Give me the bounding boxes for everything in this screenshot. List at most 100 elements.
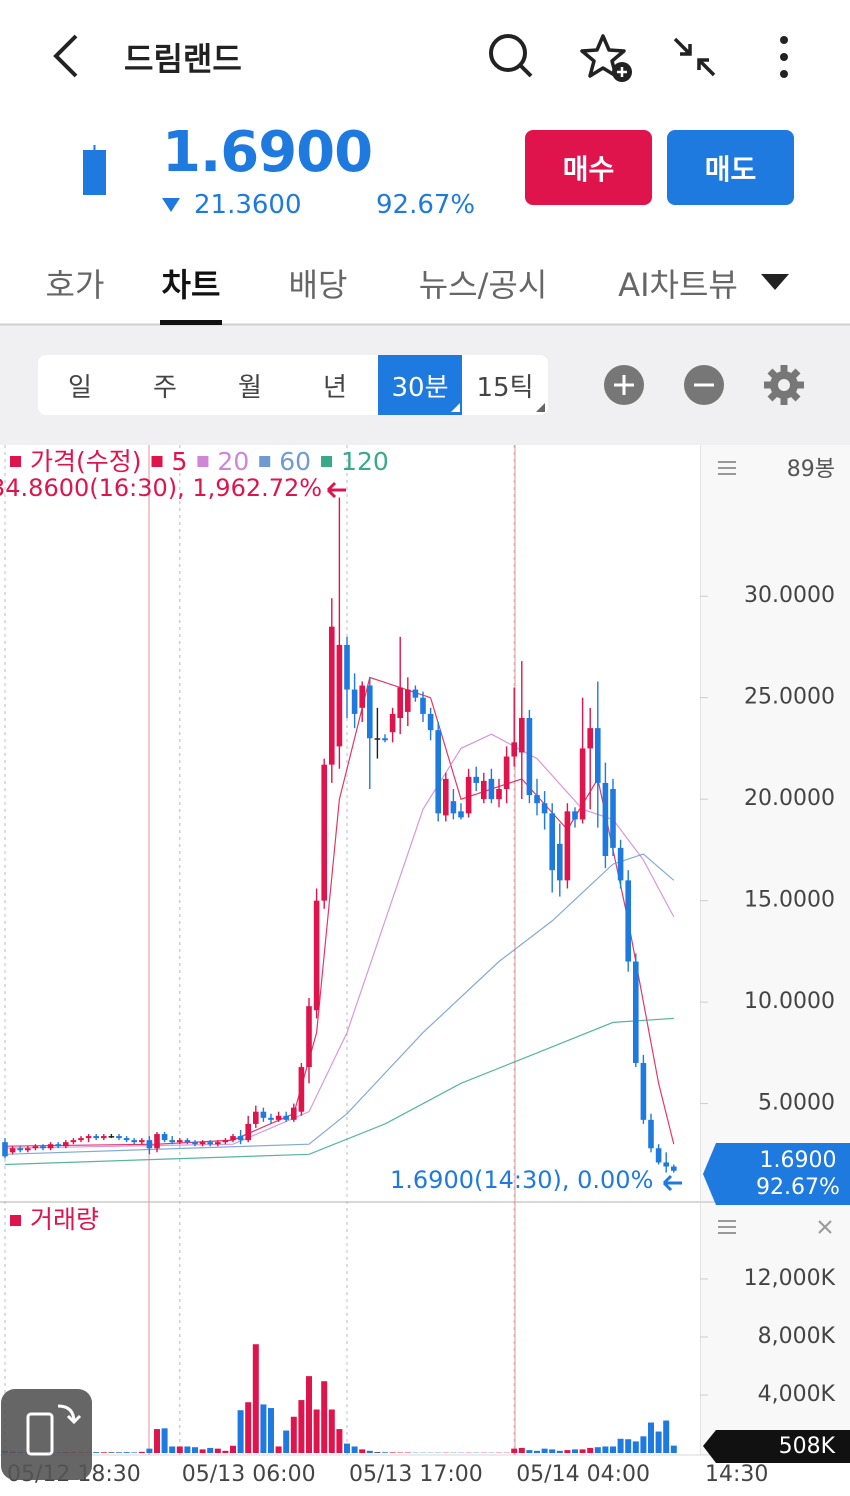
volume-bar bbox=[252, 1344, 259, 1453]
volume-bar bbox=[245, 1402, 252, 1453]
volume-bar bbox=[511, 1448, 518, 1453]
legend-swatch bbox=[10, 1215, 21, 1226]
candle-body bbox=[329, 626, 335, 765]
volume-bar bbox=[610, 1446, 616, 1453]
sell-button[interactable]: 매도 bbox=[667, 130, 794, 205]
candle-body bbox=[116, 1136, 122, 1139]
period-option[interactable]: 년 bbox=[323, 372, 347, 403]
volume-bar bbox=[541, 1448, 548, 1453]
price-box bbox=[703, 1143, 850, 1205]
close-icon[interactable] bbox=[818, 1220, 832, 1234]
rotate-button[interactable] bbox=[0, 1388, 94, 1482]
candle-body bbox=[443, 778, 449, 816]
tab[interactable]: 차트 bbox=[161, 266, 221, 304]
candle-body bbox=[25, 1148, 31, 1151]
plot-bg bbox=[0, 445, 700, 1455]
volume-bar bbox=[389, 1452, 396, 1453]
candle-body bbox=[275, 1115, 282, 1120]
tab[interactable]: 호가 bbox=[45, 266, 105, 304]
volume-bar bbox=[100, 1452, 107, 1453]
candle-body bbox=[139, 1140, 145, 1143]
candle-body bbox=[503, 756, 510, 790]
ma-line bbox=[4, 853, 675, 1155]
candle-body bbox=[313, 900, 320, 1011]
x-current-label: 14:30 bbox=[705, 1462, 768, 1487]
volume-bar bbox=[199, 1449, 206, 1453]
volume-bar bbox=[313, 1409, 320, 1453]
zoom-in-button[interactable] bbox=[604, 365, 644, 405]
candle-body bbox=[427, 713, 434, 731]
candle-body bbox=[473, 776, 479, 783]
price-box-label: 92.67% bbox=[756, 1175, 840, 1200]
volume-bar bbox=[306, 1376, 312, 1453]
buy-button[interactable]: 매수 bbox=[525, 130, 652, 205]
back-button[interactable] bbox=[53, 34, 78, 78]
volume-bar bbox=[640, 1436, 647, 1453]
candle-body bbox=[215, 1142, 221, 1145]
volume-title: 거래량 bbox=[30, 1205, 99, 1234]
zoom-out-button[interactable] bbox=[684, 365, 724, 405]
x-tick-label: 05/14 04:00 bbox=[516, 1462, 650, 1487]
candle-body bbox=[496, 789, 502, 800]
period-option[interactable]: 일 bbox=[68, 372, 92, 403]
volume-bar bbox=[336, 1429, 343, 1453]
volume-bar bbox=[146, 1448, 153, 1453]
menu-icon[interactable] bbox=[718, 1220, 736, 1234]
favorite-button[interactable] bbox=[580, 34, 632, 82]
period-option[interactable]: 30분 bbox=[378, 355, 462, 415]
candle-body bbox=[344, 644, 350, 690]
y-tick-label: 30.0000 bbox=[744, 583, 835, 608]
volume-bar bbox=[534, 1450, 540, 1453]
candle-body bbox=[298, 1067, 305, 1112]
period-option[interactable]: 월 bbox=[238, 372, 262, 403]
bar-count: 89봉 bbox=[787, 457, 835, 482]
volume-bar bbox=[123, 1452, 130, 1453]
volume-bar bbox=[214, 1448, 221, 1453]
volume-box bbox=[703, 1430, 850, 1463]
collapse-button[interactable] bbox=[673, 37, 716, 77]
legend-swatch bbox=[197, 456, 209, 467]
y-tick-label: 20.0000 bbox=[744, 786, 835, 811]
volume-bar bbox=[131, 1452, 138, 1453]
more-button[interactable] bbox=[780, 36, 788, 78]
candle-body bbox=[230, 1136, 236, 1141]
period-option[interactable]: 15틱 bbox=[476, 372, 534, 403]
candle-body bbox=[389, 713, 396, 733]
candle-body bbox=[587, 728, 593, 749]
price-box-label: 1.6900 bbox=[760, 1148, 837, 1173]
candle-body bbox=[534, 795, 540, 804]
volume-bar bbox=[526, 1450, 533, 1453]
legend-label: 5 bbox=[172, 447, 188, 476]
candle-body bbox=[192, 1142, 198, 1145]
candle-body bbox=[617, 847, 624, 881]
candle-body bbox=[359, 685, 365, 708]
last-label: 1.6900(14:30), 0.00% bbox=[390, 1166, 653, 1194]
candle-body bbox=[123, 1138, 130, 1141]
legend-label: 가격(수정) bbox=[30, 447, 142, 476]
period-option[interactable]: 주 bbox=[153, 372, 177, 403]
volume-bar bbox=[617, 1438, 624, 1453]
tab-dropdown[interactable] bbox=[761, 274, 789, 290]
volume-bar bbox=[382, 1452, 388, 1453]
volume-bar bbox=[655, 1431, 662, 1453]
candle-body bbox=[9, 1148, 16, 1153]
tab[interactable]: 뉴스/공시 bbox=[418, 266, 548, 304]
search-button[interactable] bbox=[489, 34, 533, 78]
candle-body bbox=[382, 738, 388, 741]
settings-button[interactable] bbox=[764, 365, 804, 405]
volume-bar bbox=[116, 1452, 122, 1453]
candle-body bbox=[169, 1140, 175, 1143]
volume-bar bbox=[237, 1410, 244, 1453]
chart: 5.0000 10.0000 15.0000 20.0000 25.0000 30.000… bbox=[0, 445, 850, 1487]
candle-body bbox=[625, 880, 631, 962]
candle-body bbox=[63, 1142, 69, 1147]
menu-icon[interactable] bbox=[718, 461, 736, 475]
candle-body bbox=[93, 1136, 99, 1139]
candle-body bbox=[207, 1142, 213, 1145]
tab[interactable]: AI차트뷰 bbox=[618, 266, 738, 304]
volume-bar bbox=[184, 1446, 191, 1453]
volume-bar bbox=[670, 1445, 677, 1453]
tab[interactable]: 배당 bbox=[288, 266, 348, 304]
volume-bar bbox=[663, 1420, 670, 1453]
volume-bar bbox=[594, 1447, 601, 1453]
